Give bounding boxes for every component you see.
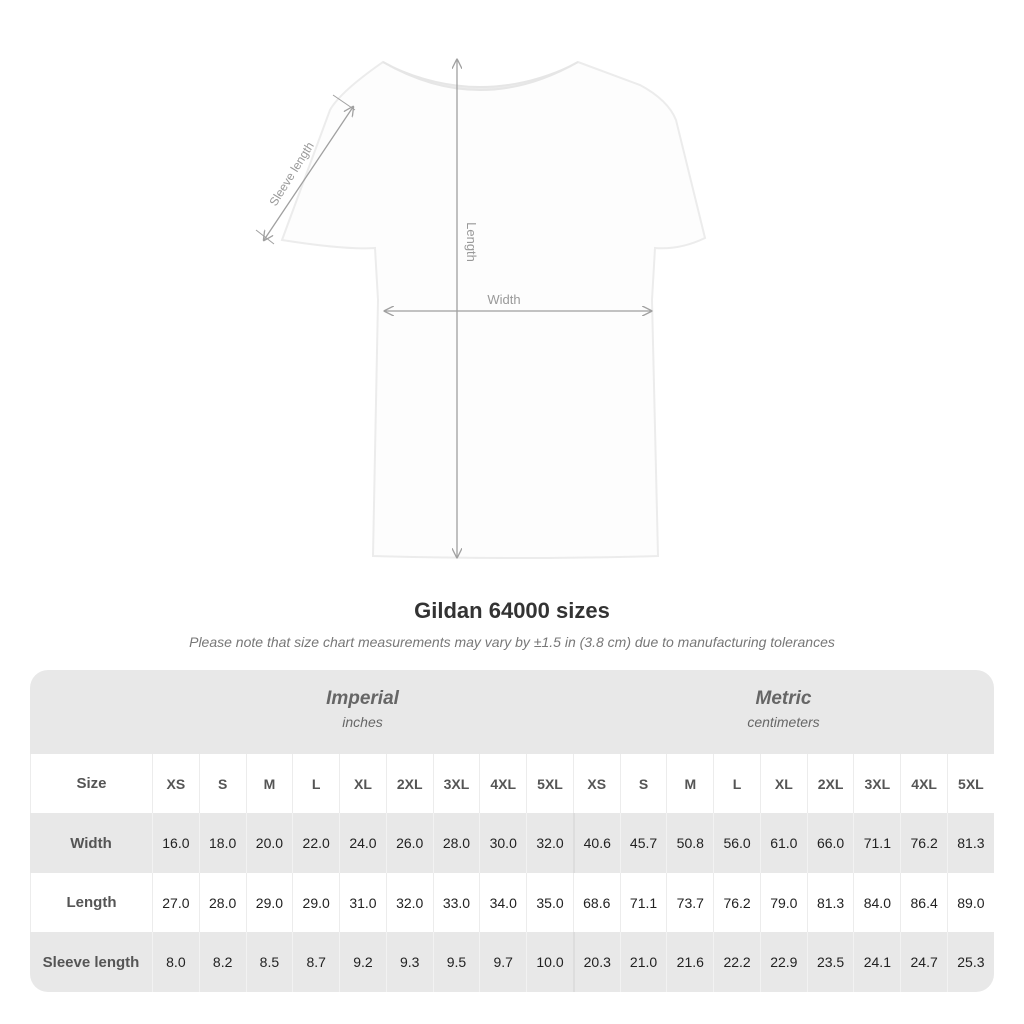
- value-cell: 76.2: [713, 873, 760, 932]
- size-header: 2XL: [806, 754, 854, 813]
- group-imperial: Imperial inches: [152, 670, 573, 754]
- value-cell: 22.9: [759, 932, 807, 992]
- size-header: 4XL: [479, 754, 526, 813]
- value-cell: 56.0: [713, 813, 760, 873]
- value-cell: 28.0: [432, 813, 480, 873]
- value-cell: 86.4: [900, 873, 947, 932]
- tshirt-shape: [280, 60, 707, 559]
- value-cell: 33.0: [432, 873, 480, 932]
- value-cell: 32.0: [385, 873, 433, 932]
- value-cell: 8.0: [152, 932, 199, 992]
- collar: [382, 61, 579, 91]
- value-cell: 8.7: [292, 932, 339, 992]
- size-header: 5XL: [947, 754, 994, 813]
- value-cell: 27.0: [152, 873, 199, 932]
- size-header: 3XL: [853, 754, 900, 813]
- size-header: 3XL: [432, 754, 480, 813]
- tshirt-diagram: Length Width Sleeve length: [255, 0, 707, 559]
- value-cell: 40.6: [572, 813, 620, 873]
- size-header: M: [666, 754, 713, 813]
- row-label: Size: [30, 754, 152, 813]
- value-cell: 20.3: [572, 932, 620, 992]
- value-cell: 8.2: [198, 932, 246, 992]
- table-row: Width 16.0 18.0 20.0 22.0 24.0 26.0 28.0 30.0 32.…: [30, 813, 994, 873]
- value-cell: 71.1: [619, 873, 667, 932]
- value-cell: 45.7: [619, 813, 667, 873]
- value-cell: 61.0: [759, 813, 807, 873]
- value-cell: 9.2: [339, 932, 386, 992]
- chart-title: Gildan 64000 sizes: [414, 598, 610, 623]
- value-cell: 50.8: [666, 813, 713, 873]
- size-header: M: [245, 754, 293, 813]
- size-header: 2XL: [385, 754, 433, 813]
- size-table: Imperial inches Metric centimeters Size X…: [30, 670, 994, 992]
- size-header: XL: [759, 754, 807, 813]
- group-name: Metric: [755, 688, 812, 709]
- size-header: L: [713, 754, 760, 813]
- row-label: Length: [30, 873, 152, 932]
- value-cell: 71.1: [853, 813, 900, 873]
- value-cell: 24.7: [900, 932, 947, 992]
- value-cell: 29.0: [292, 873, 339, 932]
- value-cell: 34.0: [479, 873, 526, 932]
- size-header: 5XL: [526, 754, 573, 813]
- value-cell: 29.0: [245, 873, 293, 932]
- sleeve-line: [264, 107, 353, 240]
- value-cell: 26.0: [385, 813, 433, 873]
- width-label: Width: [487, 292, 520, 307]
- value-cell: 23.5: [806, 932, 854, 992]
- group-unit: centimeters: [747, 714, 820, 730]
- value-cell: 73.7: [666, 873, 713, 932]
- value-cell: 25.3: [947, 932, 994, 992]
- size-header: S: [198, 754, 246, 813]
- size-header: XL: [339, 754, 386, 813]
- group-unit: inches: [342, 714, 383, 730]
- value-cell: 20.0: [245, 813, 293, 873]
- value-cell: 31.0: [339, 873, 386, 932]
- value-cell: 28.0: [198, 873, 246, 932]
- row-label: Sleeve length: [42, 953, 140, 971]
- value-cell: 21.6: [666, 932, 713, 992]
- length-label: Length: [464, 222, 479, 262]
- size-header: 4XL: [900, 754, 947, 813]
- group-metric: Metric centimeters: [573, 670, 994, 754]
- table-header-row: Size XS S M L XL 2XL 3XL 4XL 5XL XS S M L XL 2XL 3XL 4XL 5…: [30, 754, 994, 813]
- value-cell: 89.0: [947, 873, 994, 932]
- value-cell: 24.0: [339, 813, 386, 873]
- value-cell: 81.3: [947, 813, 994, 873]
- value-cell: 35.0: [526, 873, 573, 932]
- table-row: Sleeve length 8.0 8.2 8.5 8.7 9.2 9.3 9.5 9.7 10.…: [30, 932, 994, 992]
- group-name: Imperial: [326, 688, 399, 709]
- value-cell: 22.0: [292, 813, 339, 873]
- value-cell: 10.0: [526, 932, 573, 992]
- value-cell: 16.0: [152, 813, 199, 873]
- value-cell: 81.3: [806, 873, 854, 932]
- tolerance-note: Please note that size chart measurements…: [189, 634, 835, 650]
- value-cell: 68.6: [572, 873, 620, 932]
- value-cell: 8.5: [245, 932, 293, 992]
- value-cell: 21.0: [619, 932, 667, 992]
- size-header: L: [292, 754, 339, 813]
- value-cell: 76.2: [900, 813, 947, 873]
- size-header: XS: [152, 754, 199, 813]
- value-cell: 84.0: [853, 873, 900, 932]
- size-header: XS: [572, 754, 620, 813]
- value-cell: 66.0: [806, 813, 854, 873]
- value-cell: 30.0: [479, 813, 526, 873]
- table-row: Length 27.0 28.0 29.0 29.0 31.0 32.0 33.0 34.0 35…: [30, 873, 994, 932]
- size-header: S: [619, 754, 667, 813]
- value-cell: 22.2: [713, 932, 760, 992]
- value-cell: 32.0: [526, 813, 573, 873]
- value-cell: 24.1: [853, 932, 900, 992]
- value-cell: 18.0: [198, 813, 246, 873]
- value-cell: 79.0: [759, 873, 807, 932]
- value-cell: 9.3: [385, 932, 433, 992]
- row-label: Width: [70, 834, 112, 852]
- value-cell: 9.5: [432, 932, 480, 992]
- value-cell: 9.7: [479, 932, 526, 992]
